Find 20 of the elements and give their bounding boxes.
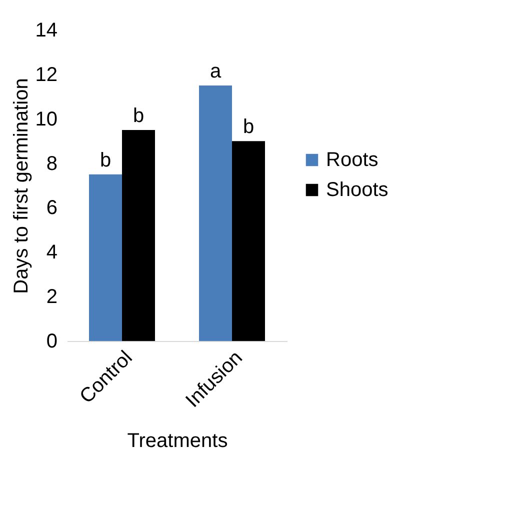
bar — [199, 86, 232, 341]
y-tick-label: 14 — [35, 20, 58, 42]
x-axis-title: Treatments — [127, 430, 228, 452]
data-label: a — [210, 60, 222, 83]
y-tick-label: 4 — [46, 242, 58, 264]
y-axis-title: Days to first germination — [10, 78, 32, 294]
data-label: b — [132, 104, 144, 127]
legend-label: Shoots — [326, 179, 388, 201]
bar — [232, 141, 265, 341]
bar — [122, 130, 155, 341]
data-label: b — [100, 149, 112, 172]
y-tick-label: 8 — [46, 152, 58, 175]
y-tick-label: 10 — [35, 108, 58, 130]
y-tick-label: 0 — [46, 330, 58, 352]
y-tick-label: 12 — [35, 64, 58, 86]
y-tick-label: 6 — [46, 197, 58, 220]
bar — [89, 174, 122, 341]
data-label: b — [242, 116, 254, 138]
y-tick-label: 2 — [46, 286, 58, 308]
legend-label: Roots — [326, 149, 378, 171]
